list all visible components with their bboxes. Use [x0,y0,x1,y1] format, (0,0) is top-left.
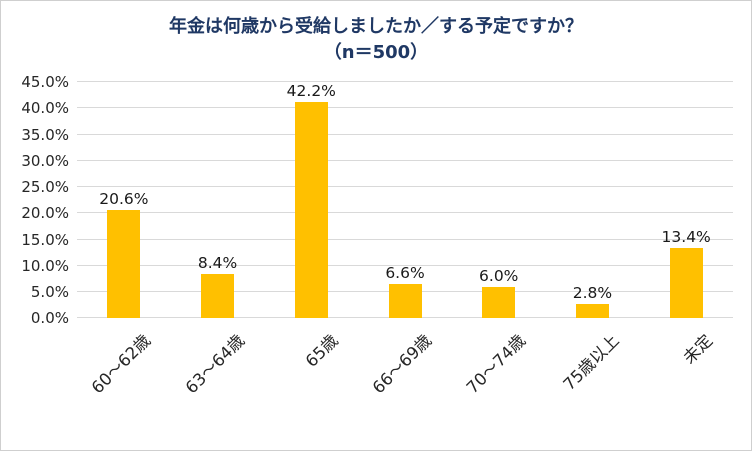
bar-group: 6.6% [358,82,452,319]
x-category-label: 70～74歳 [462,331,529,398]
y-tick-label: 5.0% [30,282,69,301]
gridline [77,238,733,240]
bar [107,210,141,319]
chart-subtitle: （n＝500） [323,42,429,64]
x-category-label: 75歳以上 [559,331,623,395]
plot-area: 20.6% 8.4% 42.2% 6.6% 6.0% 2.8% 13.4% [77,81,733,319]
bar-group: 2.8% [546,82,640,319]
x-category-label: 65歳 [301,331,342,371]
gridline [77,81,733,83]
bar-value-label: 6.0% [479,266,519,285]
x-label-slot: 63～64歳 [171,318,265,436]
x-label-slot: 66～69歳 [358,318,452,436]
bar-group: 6.0% [452,82,546,319]
y-axis: 0.0% 5.0% 10.0% 15.0% 20.0% 25.0% 30.0% 35.0% 40… [13,73,77,327]
bar-group: 8.4% [171,82,265,319]
gridline [77,212,733,214]
bar [482,286,516,319]
chart-title-block: 年金は何歳から受給しましたか／する予定ですか？ （n＝500） [1,1,751,66]
gridline [77,186,733,188]
x-label-slot: 75歳以上 [546,318,640,436]
x-label-slot: 65歳 [264,318,358,436]
y-tick-label: 40.0% [21,99,69,118]
y-tick-label: 45.0% [21,73,69,92]
gridline [77,133,733,135]
bar-value-label: 8.4% [197,254,238,273]
y-tick-label: 30.0% [21,151,69,170]
gridline [77,159,733,161]
y-tick-label: 15.0% [21,230,69,249]
y-tick-label: 35.0% [21,125,69,144]
bar-value-label: 42.2% [286,82,336,101]
gridline [77,107,733,109]
chart-title: 年金は何歳から受給しましたか／する予定ですか？ [169,16,583,37]
bar [201,274,235,319]
bar [388,283,422,319]
bar [575,303,609,319]
y-tick-label: 25.0% [21,178,69,197]
gridline [77,264,733,266]
x-label-slot: 70～74歳 [452,318,546,436]
bar-value-label: 2.8% [572,283,613,302]
bar-value-label: 13.4% [661,227,711,246]
bar [669,247,703,319]
y-tick-label: 20.0% [21,204,69,223]
bar-group: 42.2% [264,82,358,319]
bar [294,102,328,319]
bar-value-label: 6.6% [385,263,425,282]
x-label-slot: 60～62歳 [77,318,171,436]
x-axis-labels: 60～62歳 63～64歳 65歳 66～69歳 70～74歳 75歳以上 未定 [77,318,733,436]
plot-wrap: 20.6% 8.4% 42.2% 6.6% 6.0% 2.8% 13.4% 60～62歳 63… [77,81,733,436]
x-label-slot: 未定 [639,318,733,436]
y-tick-label: 0.0% [30,309,69,328]
y-tick-label: 10.0% [21,256,69,275]
x-category-label: 60～62歳 [87,331,155,398]
x-category-label: 66～69歳 [368,331,436,398]
bar-group: 20.6% [77,82,171,319]
x-category-label: 未定 [679,331,717,368]
bar-chart: 0.0% 5.0% 10.0% 15.0% 20.0% 25.0% 30.0% 35.0% 40… [1,73,751,436]
bar-value-label: 20.6% [99,190,149,209]
bar-group: 13.4% [639,82,733,319]
bars-row: 20.6% 8.4% 42.2% 6.6% 6.0% 2.8% 13.4% [77,82,733,319]
x-category-label: 63～64歳 [181,331,248,398]
